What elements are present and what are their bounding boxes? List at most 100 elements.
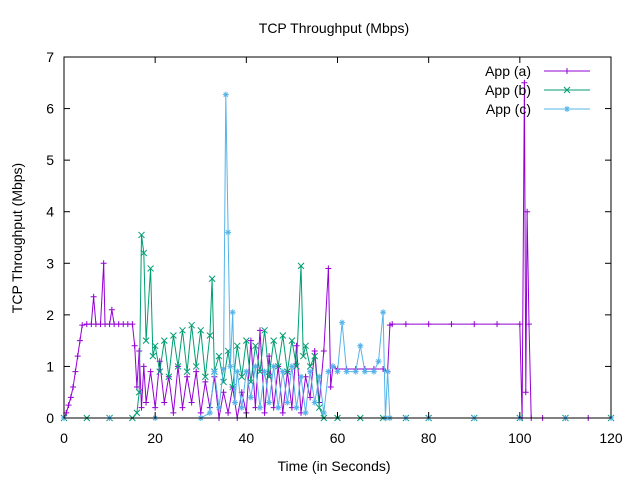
data-point-marker (306, 363, 314, 370)
data-point-marker (147, 368, 154, 375)
data-point-marker (279, 409, 286, 416)
data-point-marker (165, 373, 173, 381)
data-point-marker (370, 368, 377, 375)
y-tick-label: 0 (46, 410, 54, 426)
data-point-marker (299, 352, 307, 360)
data-point-marker (79, 322, 86, 329)
data-point-marker (522, 389, 529, 396)
data-point-marker (184, 373, 191, 380)
x-tick-label: 100 (508, 430, 532, 446)
x-tick-label: 40 (239, 430, 255, 446)
data-point-marker (149, 352, 157, 360)
data-point-marker (215, 404, 222, 411)
data-point-marker (242, 337, 250, 344)
data-point-marker (129, 321, 136, 328)
y-tick-label: 1 (46, 358, 54, 374)
data-point-marker (160, 337, 168, 344)
y-tick-label: 5 (46, 152, 54, 168)
data-point-marker (140, 363, 147, 370)
data-point-marker (525, 321, 532, 328)
data-point-marker (293, 342, 300, 349)
data-point-marker (179, 404, 186, 411)
legend-label: App (b) (485, 82, 531, 98)
data-point-marker (471, 321, 478, 328)
data-point-marker (142, 337, 150, 344)
data-point-marker (288, 337, 296, 344)
data-point-marker (131, 342, 138, 349)
series-line (64, 234, 611, 419)
x-tick-label: 60 (330, 430, 346, 446)
data-point-marker (152, 404, 159, 411)
data-point-marker (211, 368, 218, 375)
data-point-marker (140, 249, 148, 257)
y-tick-label: 3 (46, 255, 54, 271)
data-point-marker (238, 404, 245, 411)
data-point-marker (279, 332, 287, 339)
x-tick-label: 120 (599, 430, 623, 446)
data-point-marker (197, 326, 205, 334)
data-point-marker (100, 260, 107, 267)
data-point-marker (247, 337, 254, 344)
data-point-marker (201, 373, 209, 381)
data-point-marker (266, 399, 273, 406)
data-point-marker (67, 394, 74, 401)
data-point-marker (257, 404, 264, 411)
data-point-marker (334, 368, 341, 375)
data-point-marker (343, 368, 350, 375)
data-point-marker (352, 368, 359, 375)
x-axis: 0 20 40 60 80 100 120 (60, 57, 623, 446)
data-point-marker (156, 368, 164, 375)
data-point-marker (297, 262, 305, 270)
data-point-marker (563, 86, 571, 94)
data-point-marker (339, 319, 346, 326)
data-point-marker (135, 388, 143, 396)
data-point-marker (188, 399, 195, 406)
y-tick-label: 7 (46, 49, 54, 65)
data-point-marker (320, 409, 327, 416)
data-point-marker (233, 342, 241, 350)
data-point-marker (325, 368, 332, 375)
data-point-marker (202, 378, 209, 385)
data-point-marker (320, 347, 327, 354)
data-point-marker (380, 366, 387, 373)
data-point-marker (307, 368, 314, 375)
y-tick-label: 4 (46, 204, 54, 220)
data-point-marker (208, 275, 216, 283)
data-point-marker (220, 366, 227, 373)
data-point-marker (179, 326, 186, 334)
data-point-marker (192, 363, 200, 370)
data-point-marker (70, 384, 77, 391)
data-point-marker (220, 389, 227, 396)
x-tick-label: 0 (60, 430, 68, 446)
data-point-marker (197, 409, 204, 416)
x-tick-label: 20 (147, 430, 163, 446)
data-point-marker (425, 321, 432, 328)
data-point-marker (311, 347, 318, 354)
x-axis-label: Time (in Seconds) (277, 458, 390, 474)
data-point-marker (151, 342, 159, 350)
data-point-marker (222, 91, 229, 98)
data-point-marker (229, 309, 236, 316)
data-point-marker (252, 363, 259, 370)
data-point-marker (261, 409, 268, 416)
data-point-marker (133, 409, 141, 417)
data-point-marker (564, 106, 570, 112)
data-point-marker (325, 265, 332, 272)
data-point-marker (256, 368, 264, 375)
data-point-marker (329, 363, 336, 370)
y-tick-label: 2 (46, 307, 54, 323)
data-point-marker (215, 352, 223, 360)
data-point-marker (252, 342, 259, 350)
data-point-marker (564, 68, 570, 74)
data-point-marker (293, 404, 300, 411)
data-point-marker (243, 368, 250, 375)
data-point-marker (270, 363, 277, 370)
data-point-marker (279, 368, 286, 375)
data-point-marker (247, 394, 254, 401)
data-point-marker (138, 231, 145, 239)
data-point-marker (76, 337, 83, 344)
data-point-marker (261, 368, 268, 375)
data-point-marker (261, 326, 268, 334)
data-point-marker (380, 309, 387, 316)
